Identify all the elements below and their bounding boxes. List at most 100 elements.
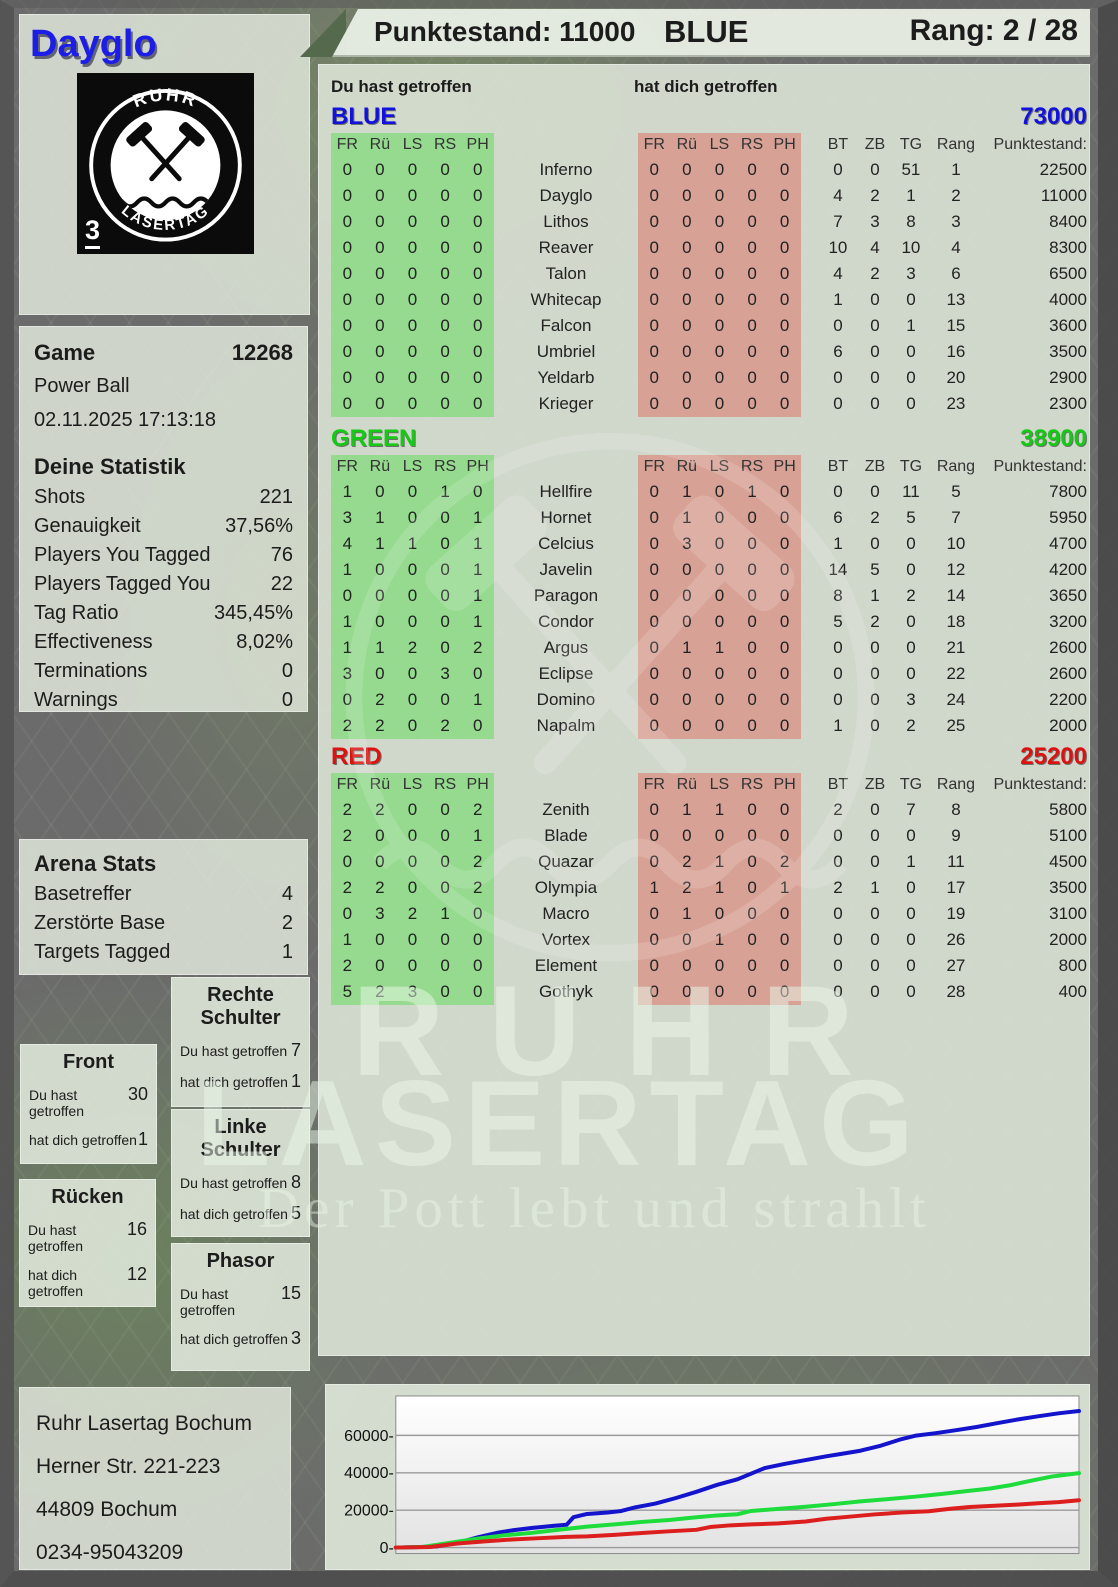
hit-you-cell: 0 (649, 238, 659, 257)
header-bar: Punktestand: 11000 BLUE Rang: 2 / 28 (332, 9, 1090, 57)
player-row: 1 0 0 0 0 Vortex 0 0 1 0 0 0 0 0 26 2000 (319, 927, 1091, 953)
zb-cell: 0 (870, 690, 880, 709)
you-hit-cell: 0 (375, 852, 385, 871)
venue-phone: 0234-95043209 (36, 1541, 184, 1564)
player-row: 1 1 2 0 2 Argus 0 1 1 0 0 0 0 0 21 2600 (319, 635, 1091, 661)
stat-label: Basetreffer (34, 883, 132, 905)
zb-col-header: ZB (864, 136, 886, 153)
hit-col-header: FR (643, 136, 665, 153)
you-hit-cell: 0 (440, 264, 450, 283)
player-name-cell: Element (534, 956, 598, 975)
hit-you-cell: 0 (649, 982, 659, 1001)
you-hit-cell: 0 (407, 290, 418, 309)
hit-you-cell: 0 (779, 316, 790, 335)
zb-cell: 1 (870, 878, 880, 897)
hit-you-cell: 0 (747, 264, 757, 283)
you-hit-cell: 1 (342, 930, 353, 949)
hit-you-value: 5 (290, 1203, 301, 1223)
you-hit-cell: 0 (407, 852, 418, 871)
you-hit-cell: 0 (342, 368, 353, 387)
bt-cell: 4 (833, 186, 843, 205)
player-name-cell: Whitecap (530, 290, 602, 309)
zb-cell: 0 (870, 316, 880, 335)
you-hit-cell: 0 (472, 982, 483, 1001)
you-hit-cell: 0 (440, 160, 450, 179)
tg-cell: 0 (906, 368, 916, 387)
game-title-row: Game 12268 (34, 337, 293, 369)
hit-col-header: PH (466, 458, 489, 475)
you-hit-cell: 2 (440, 716, 450, 735)
hit-you-cell: 0 (747, 342, 757, 361)
hit-col-header: LS (709, 136, 730, 153)
score-label: Punktestand: 11000 (374, 16, 636, 47)
bt-cell: 0 (833, 826, 843, 845)
player-row: 2 0 0 0 1 Blade 0 0 0 0 0 0 0 0 9 5100 (319, 823, 1091, 849)
you-hit-cell: 0 (440, 690, 450, 709)
player-name-cell: Gothyk (539, 982, 593, 1001)
you-hit-cell: 0 (472, 956, 483, 975)
punktestand-cell: 800 (1058, 956, 1087, 975)
you-hit-cell: 2 (407, 904, 418, 923)
punktestand-cell: 11000 (1040, 186, 1087, 205)
you-hit-cell: 1 (472, 586, 483, 605)
tg-cell: 8 (906, 212, 916, 231)
you-hit-cell: 0 (342, 586, 353, 605)
hit-you-cell: 0 (682, 930, 692, 949)
player-name-cell: Zenith (542, 800, 590, 819)
team-name: BLUE (331, 103, 397, 130)
team-header: RED 25200 (319, 743, 1091, 773)
tg-cell: 11 (902, 482, 920, 501)
you-hit-cell: 0 (375, 612, 385, 631)
hit-you-value: 1 (290, 1071, 301, 1091)
you-hit-label: Du hast getroffen (180, 1286, 236, 1318)
player-name-cell: Umbriel (536, 342, 596, 361)
player-name-cell: Talon (545, 264, 587, 283)
hit-you-cell: 0 (779, 482, 790, 501)
hit-col-header: FR (643, 458, 665, 475)
you-hit-cell: 0 (375, 826, 385, 845)
hit-you-cell: 0 (779, 638, 790, 657)
hit-you-cell: 0 (714, 394, 725, 413)
bt-cell: 0 (833, 904, 843, 923)
hit-you-cell: 1 (714, 800, 725, 819)
hit-you-cell: 0 (714, 956, 725, 975)
hit-you-cell: 0 (779, 586, 790, 605)
hit-you-cell: 0 (779, 534, 790, 553)
hit-you-cell: 0 (747, 982, 757, 1001)
you-hit-cell: 0 (407, 956, 418, 975)
rang-col-header: Rang (936, 458, 976, 475)
you-hit-cell: 1 (472, 560, 483, 579)
hit-you-cell: 0 (649, 826, 659, 845)
punktestand-cell: 5950 (1049, 508, 1087, 527)
arena-rows: Basetreffer 4 Zerstörte Base 2 Targets Tagge… (34, 880, 293, 967)
hit-you-cell: 0 (714, 342, 725, 361)
you-hit-cell: 1 (440, 904, 450, 923)
you-hit-cell: 0 (472, 482, 483, 501)
hit-you-cell: 0 (714, 264, 725, 283)
hitbox-ruecken: Rücken Du hast getroffen 16 hat dich getr… (19, 1179, 156, 1307)
you-hit-cell: 0 (440, 800, 450, 819)
player-row: 2 0 0 0 0 Element 0 0 0 0 0 0 0 0 27 800 (319, 953, 1091, 979)
hit-you-cell: 0 (682, 186, 692, 205)
you-hit-cell: 0 (472, 664, 483, 683)
you-hit-label: Du hast getroffen (28, 1222, 84, 1254)
you-hit-cell: 0 (407, 368, 418, 387)
player-row: 0 0 0 0 0 Krieger 0 0 0 0 0 0 0 0 23 2300 (319, 391, 1091, 417)
hit-you-label: hat dich getroffen (28, 1267, 84, 1299)
you-hit-cell: 0 (407, 316, 418, 335)
y-axis-tick-label: 60000- (344, 1428, 394, 1445)
hit-col-header: FR (336, 776, 358, 793)
player-name-cell: Lithos (543, 212, 589, 231)
you-hit-cell: 3 (440, 664, 450, 683)
hit-you-cell: 0 (779, 160, 790, 179)
you-hit-cell: 1 (440, 482, 450, 501)
hit-you-cell: 0 (747, 904, 757, 923)
player-row: 3 0 0 3 0 Eclipse 0 0 0 0 0 0 0 0 22 2600 (319, 661, 1091, 687)
hit-you-cell: 0 (714, 238, 725, 257)
hitbox-rechte-schulter: Rechte Schulter Du hast getroffen 7 hat d… (171, 977, 310, 1107)
hit-col-header: PH (773, 136, 796, 153)
hit-you-value: 12 (126, 1264, 147, 1284)
tg-cell: 2 (906, 586, 916, 605)
bt-cell: 0 (833, 482, 843, 501)
hit-you-cell: 2 (682, 852, 692, 871)
